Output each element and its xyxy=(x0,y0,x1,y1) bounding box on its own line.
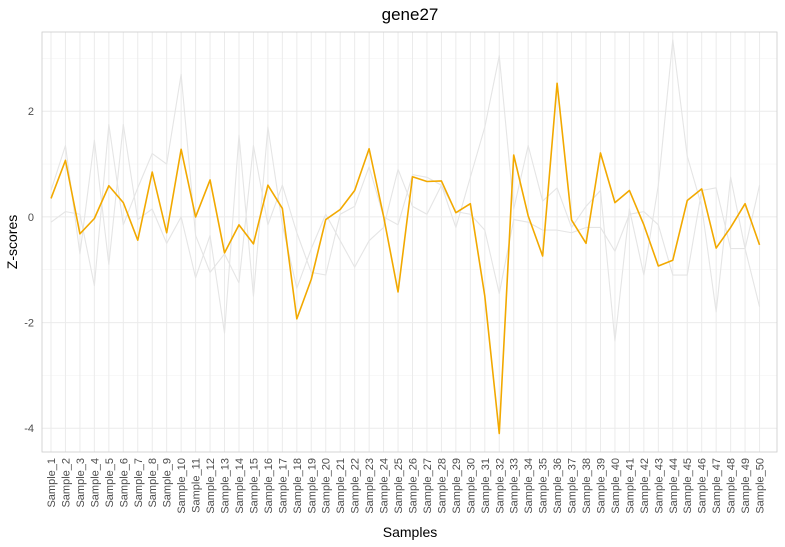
x-tick-label: Sample_10 xyxy=(176,458,188,514)
plot-panel-border xyxy=(41,31,778,453)
x-tick-label: Sample_39 xyxy=(595,458,607,514)
x-tick-label: Sample_47 xyxy=(711,458,723,514)
x-tick-label: Sample_6 xyxy=(118,458,130,508)
x-tick-label: Sample_13 xyxy=(220,458,232,514)
x-tick-label: Sample_44 xyxy=(668,458,680,514)
grid-lines xyxy=(42,32,777,452)
x-axis-ticks: Sample_1 Sample_2 Sample_3 Sample_4 Sample_5… xyxy=(46,458,767,514)
y-axis-ticks: -4 -2 0 2 xyxy=(24,106,34,435)
y-tick-label: 0 xyxy=(28,212,34,224)
x-tick-label: Sample_19 xyxy=(306,458,318,514)
x-tick-label: Sample_14 xyxy=(234,458,246,514)
x-tick-label: Sample_25 xyxy=(393,458,405,514)
x-tick-label: Sample_42 xyxy=(639,458,651,514)
x-tick-label: Sample_11 xyxy=(191,458,203,513)
x-tick-label: Sample_21 xyxy=(335,458,347,514)
x-tick-label: Sample_26 xyxy=(408,458,420,514)
y-tick-label: -4 xyxy=(24,423,34,435)
x-tick-label: Sample_36 xyxy=(552,458,564,514)
x-tick-label: Sample_5 xyxy=(104,458,116,508)
x-tick-label: Sample_29 xyxy=(451,458,463,514)
series-line-background xyxy=(50,39,761,342)
x-tick-label: Sample_38 xyxy=(581,458,593,514)
x-tick-label: Sample_17 xyxy=(277,458,289,514)
x-tick-label: Sample_43 xyxy=(653,458,665,514)
x-tick-label: Sample_8 xyxy=(147,458,159,508)
x-tick-label: Sample_45 xyxy=(682,458,694,514)
x-tick-label: Sample_49 xyxy=(740,458,752,514)
x-tick-label: Sample_41 xyxy=(624,458,636,514)
x-tick-label: Sample_2 xyxy=(60,458,72,508)
x-tick-label: Sample_28 xyxy=(436,458,448,514)
x-tick-label: Sample_33 xyxy=(509,458,521,514)
x-tick-label: Sample_35 xyxy=(538,458,550,514)
x-tick-label: Sample_40 xyxy=(610,458,622,514)
x-tick-label: Sample_22 xyxy=(350,458,362,514)
y-axis-title: Z-scores xyxy=(4,215,20,269)
x-tick-label: Sample_1 xyxy=(46,458,58,508)
x-tick-label: Sample_32 xyxy=(494,458,506,514)
series-line-highlight xyxy=(50,82,761,435)
x-tick-label: Sample_34 xyxy=(523,458,535,514)
x-tick-label: Sample_3 xyxy=(75,458,87,508)
series-line-background xyxy=(50,73,761,295)
x-tick-label: Sample_12 xyxy=(205,458,217,514)
x-tick-label: Sample_16 xyxy=(263,458,275,514)
x-tick-label: Sample_50 xyxy=(755,458,767,514)
x-tick-label: Sample_46 xyxy=(697,458,709,514)
x-tick-label: Sample_30 xyxy=(465,458,477,514)
x-tick-label: Sample_31 xyxy=(480,458,492,514)
chart-title: gene27 xyxy=(382,5,439,24)
x-tick-label: Sample_23 xyxy=(364,458,376,514)
x-tick-label: Sample_15 xyxy=(248,458,260,514)
x-tick-label: Sample_37 xyxy=(567,458,579,514)
x-tick-label: Sample_9 xyxy=(162,458,174,508)
x-tick-label: Sample_4 xyxy=(89,458,101,508)
x-tick-label: Sample_48 xyxy=(726,458,738,514)
x-tick-label: Sample_27 xyxy=(422,458,434,514)
x-tick-label: Sample_24 xyxy=(379,458,391,514)
x-tick-label: Sample_20 xyxy=(321,458,333,514)
x-axis-title: Samples xyxy=(383,524,437,540)
series-layer xyxy=(50,39,761,435)
y-tick-label: -2 xyxy=(24,318,34,330)
x-tick-label: Sample_18 xyxy=(292,458,304,514)
x-tick-label: Sample_7 xyxy=(133,458,145,508)
y-tick-label: 2 xyxy=(28,106,34,118)
